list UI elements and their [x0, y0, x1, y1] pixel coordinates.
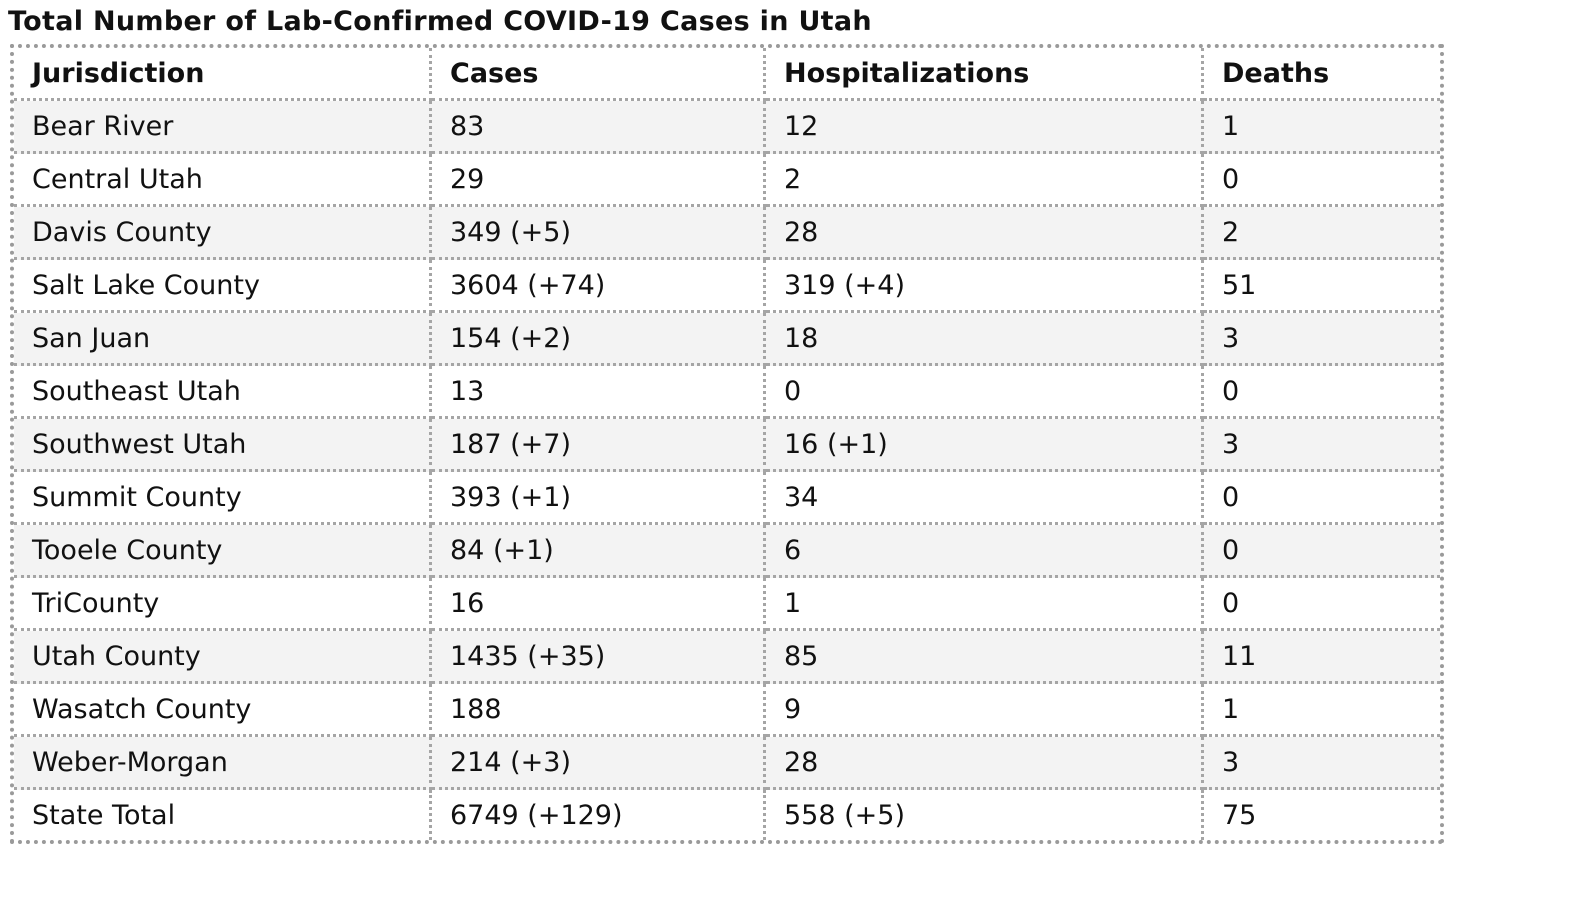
table-cell: 28: [766, 737, 1204, 790]
table-row: Central Utah 29 2 0: [14, 154, 1440, 207]
table-cell: Summit County: [14, 472, 432, 525]
table-cell: 558 (+5): [766, 790, 1204, 840]
column-header: Deaths: [1204, 48, 1440, 101]
table-cell: 214 (+3): [432, 737, 766, 790]
table-cell: 188: [432, 684, 766, 737]
table-cell: 11: [1204, 631, 1440, 684]
table-cell: 1: [766, 578, 1204, 631]
table-row: San Juan 154 (+2) 18 3: [14, 313, 1440, 366]
table-cell: Central Utah: [14, 154, 432, 207]
table-cell: Bear River: [14, 101, 432, 154]
table-cell: Utah County: [14, 631, 432, 684]
table-cell: 393 (+1): [432, 472, 766, 525]
table-head: Jurisdiction Cases Hospitalizations Deaths: [14, 48, 1440, 101]
table-cell: Tooele County: [14, 525, 432, 578]
header-row: Jurisdiction Cases Hospitalizations Deaths: [14, 48, 1440, 101]
table-cell: 84 (+1): [432, 525, 766, 578]
table-row: Tooele County 84 (+1) 6 0: [14, 525, 1440, 578]
table-row: Southwest Utah 187 (+7) 16 (+1) 3: [14, 419, 1440, 472]
table-cell: 1: [1204, 101, 1440, 154]
table-cell: 0: [766, 366, 1204, 419]
table-cell: 9: [766, 684, 1204, 737]
table-cell: 154 (+2): [432, 313, 766, 366]
table-cell: TriCounty: [14, 578, 432, 631]
table-cell: 83: [432, 101, 766, 154]
table-row: State Total 6749 (+129) 558 (+5) 75: [14, 790, 1440, 840]
table-cell: 2: [766, 154, 1204, 207]
table-cell: 1: [1204, 684, 1440, 737]
table-cell: 6749 (+129): [432, 790, 766, 840]
table-cell: 16: [432, 578, 766, 631]
table-cell: Weber-Morgan: [14, 737, 432, 790]
table-row: Weber-Morgan 214 (+3) 28 3: [14, 737, 1440, 790]
table-cell: 0: [1204, 525, 1440, 578]
table-cell: 319 (+4): [766, 260, 1204, 313]
cases-table: Jurisdiction Cases Hospitalizations Deaths …: [10, 44, 1444, 844]
table-cell: San Juan: [14, 313, 432, 366]
table-cell: 85: [766, 631, 1204, 684]
table-row: Bear River 83 12 1: [14, 101, 1440, 154]
table-body: Bear River 83 12 1 Central Utah 29 2 0 Davis Cou…: [14, 101, 1440, 840]
table-cell: 18: [766, 313, 1204, 366]
table-cell: 349 (+5): [432, 207, 766, 260]
table-cell: 3: [1204, 737, 1440, 790]
table-cell: Southeast Utah: [14, 366, 432, 419]
table-row: Utah County 1435 (+35) 85 11: [14, 631, 1440, 684]
table-cell: Southwest Utah: [14, 419, 432, 472]
table-cell: 34: [766, 472, 1204, 525]
table-cell: Salt Lake County: [14, 260, 432, 313]
table-row: Southeast Utah 13 0 0: [14, 366, 1440, 419]
table-cell: 1435 (+35): [432, 631, 766, 684]
table-cell: 187 (+7): [432, 419, 766, 472]
table-cell: 29: [432, 154, 766, 207]
table-row: TriCounty 16 1 0: [14, 578, 1440, 631]
table-cell: 13: [432, 366, 766, 419]
table-cell: 0: [1204, 578, 1440, 631]
table-cell: 3604 (+74): [432, 260, 766, 313]
table-cell: 28: [766, 207, 1204, 260]
table-cell: State Total: [14, 790, 432, 840]
table-cell: 51: [1204, 260, 1440, 313]
table-cell: 16 (+1): [766, 419, 1204, 472]
table-cell: Davis County: [14, 207, 432, 260]
table-row: Davis County 349 (+5) 28 2: [14, 207, 1440, 260]
table-cell: 75: [1204, 790, 1440, 840]
column-header: Hospitalizations: [766, 48, 1204, 101]
table-row: Salt Lake County 3604 (+74) 319 (+4) 51: [14, 260, 1440, 313]
table-row: Wasatch County 188 9 1: [14, 684, 1440, 737]
table-cell: 3: [1204, 419, 1440, 472]
table-cell: 0: [1204, 366, 1440, 419]
table-cell: 0: [1204, 154, 1440, 207]
table-title: Total Number of Lab-Confirmed COVID-19 C…: [8, 6, 872, 37]
table-cell: 0: [1204, 472, 1440, 525]
table-cell: 12: [766, 101, 1204, 154]
table-cell: 6: [766, 525, 1204, 578]
table-row: Summit County 393 (+1) 34 0: [14, 472, 1440, 525]
column-header: Cases: [432, 48, 766, 101]
table-cell: 2: [1204, 207, 1440, 260]
table-cell: 3: [1204, 313, 1440, 366]
table-cell: Wasatch County: [14, 684, 432, 737]
column-header: Jurisdiction: [14, 48, 432, 101]
